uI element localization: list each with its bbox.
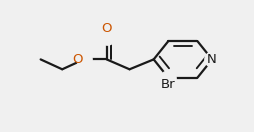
Text: Br: Br [161, 78, 176, 91]
Text: O: O [101, 22, 112, 35]
Text: N: N [207, 53, 217, 66]
Text: O: O [72, 53, 83, 66]
